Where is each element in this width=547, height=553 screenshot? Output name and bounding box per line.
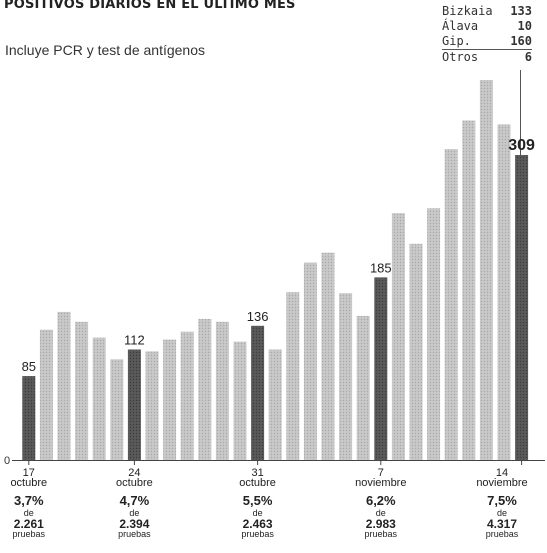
breakdown-value: 6 [524, 50, 532, 64]
x-group-day: 7 [377, 467, 384, 479]
bar [57, 311, 71, 460]
bar-highlighted [22, 376, 36, 460]
bar [145, 351, 159, 460]
x-group-tests: 2.463 [242, 517, 273, 531]
x-group-month: octubre [10, 477, 48, 489]
bar [233, 341, 247, 460]
breakdown-value: 133 [510, 4, 532, 18]
bar [321, 252, 335, 460]
breakdown-row-gipuzkoa: Gip. 160 [442, 34, 532, 49]
bar [427, 208, 441, 460]
bar-highlighted [251, 325, 265, 460]
bar [92, 337, 106, 460]
x-group-de: de [496, 508, 507, 518]
x-group-day: 17 [22, 467, 35, 479]
bar [409, 243, 423, 460]
x-group-pruebas: pruebas [12, 529, 46, 539]
bar [497, 124, 511, 461]
province-breakdown: Bizkaia 133 Álava 10 Gip. 160 Otros 6 [442, 4, 532, 65]
bar [198, 318, 212, 460]
x-group-pruebas: pruebas [241, 529, 274, 539]
x-group-de: de [129, 508, 140, 518]
data-label: 136 [247, 309, 269, 324]
bar [462, 120, 476, 460]
bar [180, 331, 194, 460]
data-label: 112 [124, 332, 145, 347]
bar-highlighted [515, 155, 529, 460]
x-group-label: 17 octubre 3,7% de 2.261 pruebas [0, 468, 74, 539]
bar [444, 149, 458, 460]
x-group-tests: 2.983 [365, 517, 396, 531]
bar [356, 315, 370, 460]
bar [215, 321, 229, 460]
x-group-pct: 6,2% [365, 493, 396, 508]
bar [391, 213, 405, 460]
x-group-day: 24 [128, 467, 141, 479]
x-group-pct: 7,5% [487, 493, 517, 508]
x-group-label: 7 noviembre 6,2% de 2.983 pruebas [336, 468, 426, 539]
x-group-month: octubre [239, 477, 276, 489]
bar-chart: 0 85 112 136 185 309 [4, 80, 545, 467]
x-group-pruebas: pruebas [485, 529, 519, 539]
x-group-de: de [252, 508, 263, 518]
bar [479, 80, 493, 460]
breakdown-value: 10 [517, 19, 532, 33]
breakdown-label: Álava [442, 19, 479, 33]
x-group-de: de [23, 508, 34, 518]
data-label: 185 [370, 260, 392, 275]
x-group-day: 14 [495, 467, 509, 479]
y-zero-label: 0 [4, 455, 10, 467]
x-group-label: 31 octubre 5,5% de 2.463 pruebas [213, 468, 303, 539]
breakdown-value: 160 [510, 34, 532, 48]
bar [110, 359, 124, 460]
x-group-pct: 4,7% [119, 493, 150, 508]
breakdown-row-bizkaia: Bizkaia 133 [442, 4, 532, 19]
bar [268, 349, 282, 460]
bar [39, 329, 53, 460]
x-group-month: noviembre [355, 477, 407, 489]
chart-title: POSITIVOS DIARIOS EN EL ÚLTIMO MES [4, 0, 296, 12]
chart-subtitle: Incluye PCR y test de antígenos [5, 42, 205, 58]
x-group-tests: 2.261 [13, 517, 44, 531]
bar [303, 262, 317, 460]
bar [163, 339, 177, 460]
breakdown-label: Otros [442, 50, 479, 64]
bar [75, 321, 89, 460]
x-group-month: noviembre [476, 477, 528, 489]
bar-highlighted [127, 349, 141, 460]
bar-highlighted [374, 277, 388, 460]
x-group-label: 24 octubre 4,7% de 2.394 pruebas [89, 468, 179, 539]
x-group-tests: 2.394 [119, 517, 150, 531]
x-group-pruebas: pruebas [118, 529, 151, 539]
bar [339, 293, 353, 460]
x-group-day: 31 [251, 467, 264, 479]
x-group-pct: 5,5% [242, 493, 273, 508]
breakdown-leader-line [520, 70, 521, 182]
x-group-label: 14 noviembre 7,5% de 4.317 pruebas [457, 468, 547, 539]
x-group-pct: 3,7% [13, 493, 44, 508]
x-group-tests: 4.317 [486, 517, 518, 531]
breakdown-row-alava: Álava 10 [442, 19, 532, 34]
x-group-de: de [375, 508, 386, 518]
breakdown-label: Gip. [442, 34, 471, 48]
data-label: 85 [22, 359, 36, 374]
x-group-month: octubre [116, 477, 153, 489]
data-label: 309 [508, 137, 535, 154]
x-axis-groups: 17 octubre 3,7% de 2.261 pruebas 24 octubre 4,7%… [0, 468, 547, 553]
x-group-pruebas: pruebas [364, 529, 398, 539]
breakdown-row-otros: Otros 6 [442, 49, 532, 65]
breakdown-label: Bizkaia [442, 4, 493, 18]
bar [286, 292, 300, 460]
